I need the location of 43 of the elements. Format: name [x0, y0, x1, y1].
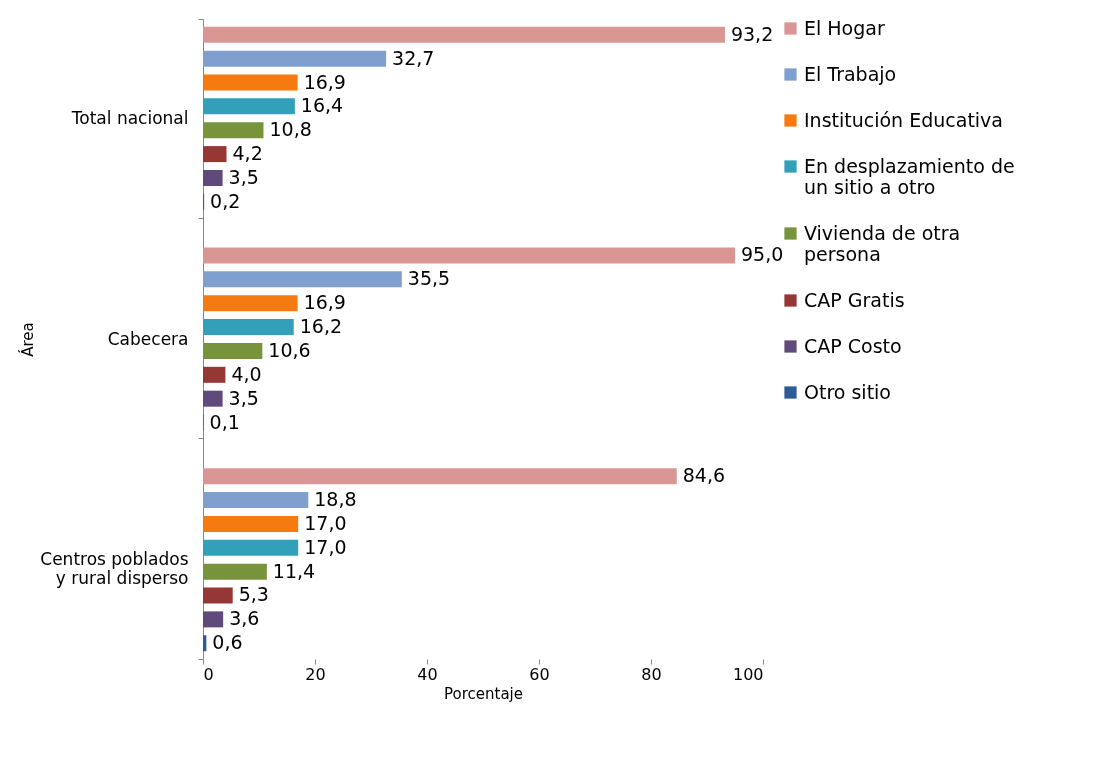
data-label: 10,6 [268, 338, 311, 361]
x-axis-title: Porcentaje [444, 684, 523, 703]
data-label: 4,2 [232, 142, 263, 165]
y-tick-label: Centros poblados y rural disperso [40, 549, 189, 589]
data-label: 18,8 [314, 488, 357, 511]
x-tick-label: 60 [529, 664, 550, 684]
data-label: 5,3 [238, 583, 269, 606]
data-label: 16,9 [303, 70, 346, 93]
data-label: 0,6 [212, 631, 243, 654]
data-label: 3,5 [228, 165, 259, 188]
x-tick-label: 100 [732, 664, 764, 684]
data-label: 95,0 [741, 243, 784, 266]
data-label: 84,6 [682, 464, 726, 487]
data-label: 11,4 [272, 559, 316, 582]
legend-label: Otro sitio [804, 380, 891, 403]
y-tick-label: Cabecera [107, 328, 189, 349]
data-label: 0,2 [210, 189, 241, 212]
y-tick-label: Total nacional [70, 107, 189, 128]
x-tick-label: 80 [641, 664, 662, 684]
x-tick-label: 40 [417, 664, 438, 684]
x-tick-label: 0 [203, 664, 214, 684]
data-label: 35,5 [407, 267, 451, 290]
legend-label: Vivienda de otra persona [804, 221, 961, 265]
legend-label: En desplazamiento de un sitio a otro [804, 154, 1015, 198]
data-label: 16,2 [299, 315, 343, 338]
data-label: 3,6 [229, 607, 260, 630]
data-label: 0,1 [209, 410, 240, 433]
data-label: 32,7 [392, 46, 435, 69]
data-label: 3,5 [228, 386, 259, 409]
data-label: 93,2 [730, 22, 774, 45]
y-axis-title: Área [18, 322, 38, 357]
data-label: 4,0 [231, 362, 262, 385]
data-label: 16,9 [303, 291, 346, 314]
legend-label: Institución Educativa [804, 108, 1004, 131]
data-label: 16,4 [300, 94, 344, 117]
data-label: 17,0 [304, 535, 347, 558]
data-label: 17,0 [304, 511, 347, 534]
data-label: 10,8 [269, 118, 312, 141]
legend-label: CAP Costo [804, 334, 902, 357]
x-tick-label: 20 [305, 664, 326, 684]
legend-label: CAP Gratis [804, 288, 905, 311]
legend-label: El Hogar [804, 16, 885, 39]
legend-label: El Trabajo [804, 62, 897, 85]
